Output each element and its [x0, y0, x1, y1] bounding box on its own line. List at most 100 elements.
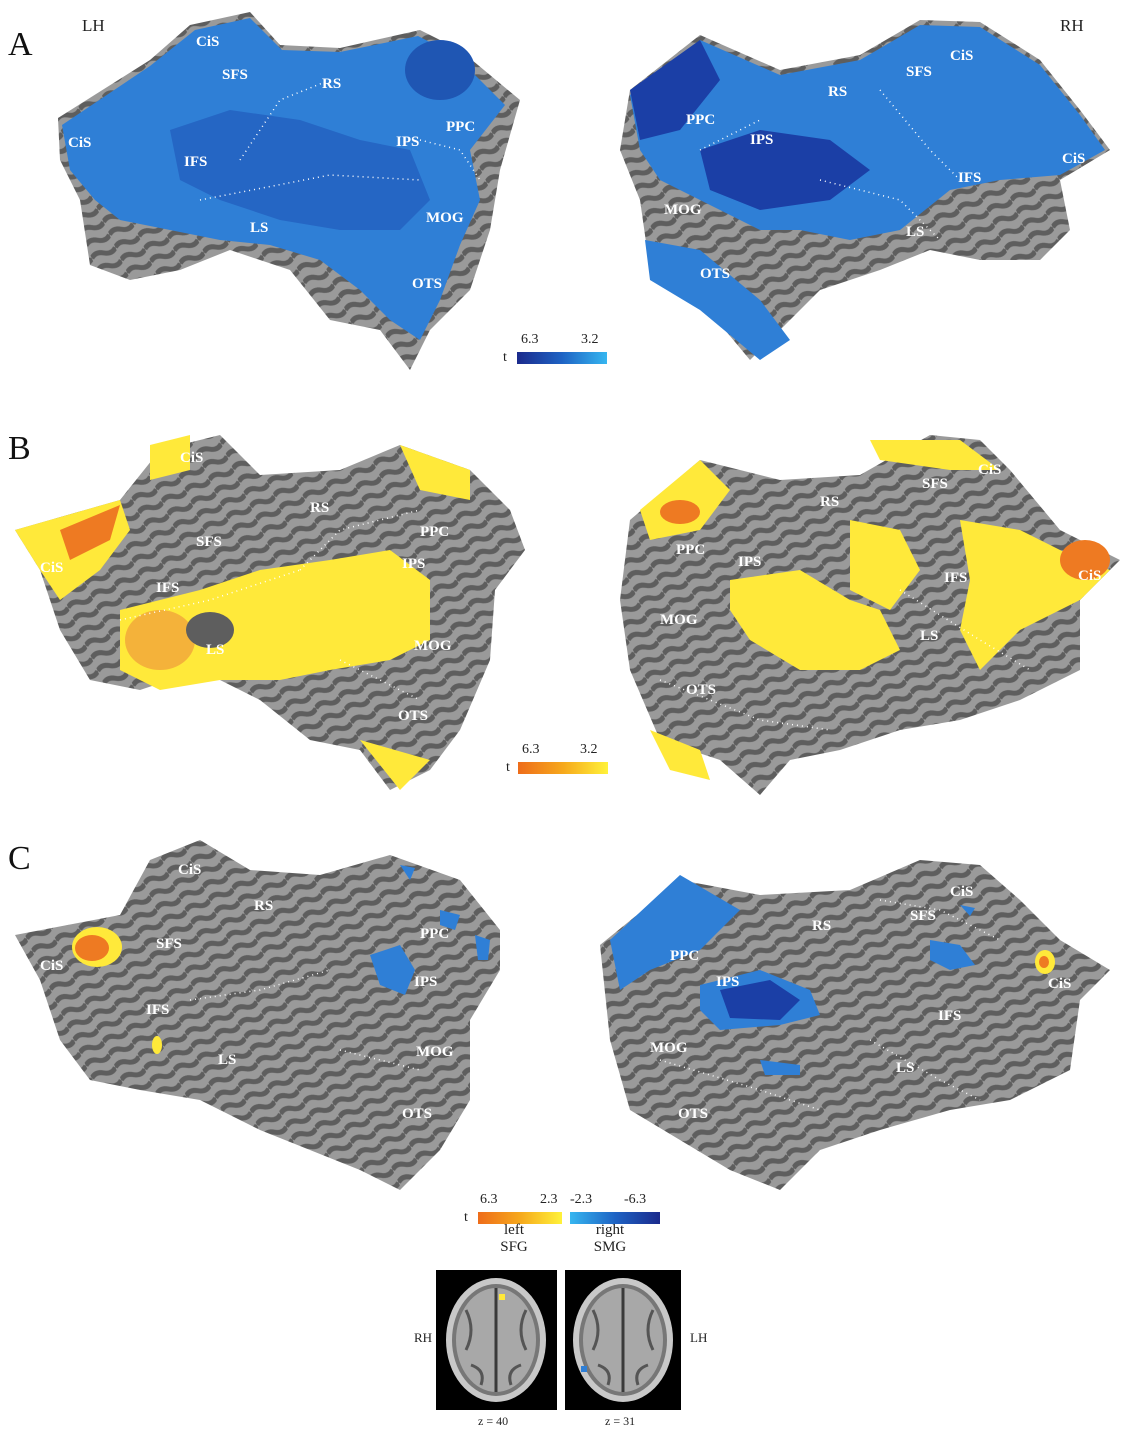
right-flatmap — [620, 20, 1110, 360]
brain-slice-image — [573, 1278, 673, 1402]
axial-slice-left — [436, 1270, 557, 1410]
sulcus-lines — [119, 509, 1031, 731]
panel-label: B — [8, 430, 31, 467]
axial-slice-right — [565, 1270, 681, 1410]
sulcus-label: RS — [812, 918, 831, 934]
colorbar-t-label: t — [503, 350, 507, 365]
sulcus-label: MOG — [414, 638, 452, 654]
colorbar-gradient — [518, 762, 608, 774]
panel-a: A LH RH — [0, 0, 1128, 400]
sulcus-label: CiS — [68, 135, 91, 151]
sulcus-label: IPS — [716, 974, 739, 990]
sulcus-label: LS — [920, 628, 938, 644]
axial-side-label-left: RH — [414, 1330, 433, 1345]
roi-region: SFG — [500, 1239, 528, 1255]
slice-z-label: z = 40 — [478, 1414, 509, 1428]
left-hemisphere-label: LH — [82, 16, 105, 35]
colorbar-min: 3.2 — [580, 742, 598, 757]
sulcus-label: PPC — [676, 542, 705, 558]
roi-caption-left: left SFG — [474, 1222, 554, 1256]
colorbar-gradient — [478, 1212, 562, 1224]
sulcus-label: MOG — [660, 612, 698, 628]
sulcus-label: PPC — [446, 119, 475, 135]
left-flatmap — [15, 435, 525, 790]
axial-side-label-right: LH — [690, 1330, 708, 1345]
sulcus-label: RS — [820, 494, 839, 510]
colorbar-t-label: t — [506, 760, 510, 775]
sulcus-label: MOG — [650, 1040, 688, 1056]
left-flatmap — [58, 12, 520, 370]
sulcus-label: RS — [310, 500, 329, 516]
panel-label: C — [8, 840, 31, 877]
sulcus-label: LS — [206, 642, 224, 658]
sulcus-label: CiS — [978, 462, 1001, 478]
sulcus-label: LS — [906, 224, 924, 240]
flatmap-figure: CiS RS SFS PPC CiS IPS IFS LS MOG OTS Ci… — [15, 435, 1120, 795]
sulcus-label: RS — [254, 898, 273, 914]
right-flatmap — [620, 435, 1120, 795]
colorbar-min: 2.3 — [540, 1192, 558, 1207]
sulcus-label: SFS — [156, 936, 182, 952]
sulcus-label: CiS — [180, 450, 203, 466]
right-hemisphere-label: RH — [1060, 16, 1084, 35]
sulcus-label: SFS — [222, 67, 248, 83]
sulcus-label: IPS — [414, 974, 437, 990]
brain-slice-image — [446, 1278, 546, 1402]
panel-label: A — [8, 26, 33, 63]
sulcus-label: RS — [322, 76, 341, 92]
sulcus-label: LS — [218, 1052, 236, 1068]
sulcus-label: OTS — [686, 682, 716, 698]
sulcus-label: IPS — [738, 554, 761, 570]
sulcus-label: PPC — [686, 112, 715, 128]
sulcus-label: IFS — [184, 154, 207, 170]
sulcus-label: PPC — [670, 948, 699, 964]
roi-caption-right: right SMG — [570, 1222, 650, 1256]
flatmap-figure: CiS SFS RS CiS IFS IPS PPC LS MOG OTS Ci… — [58, 12, 1110, 370]
sulcus-label: IPS — [402, 556, 425, 572]
roi-hemisphere: left — [504, 1222, 524, 1238]
sulcus-label: LS — [250, 220, 268, 236]
sulcus-label: CiS — [950, 884, 973, 900]
colorbar-max: -6.3 — [624, 1192, 647, 1207]
sulcus-label: OTS — [412, 276, 442, 292]
sulcus-label: RS — [828, 84, 847, 100]
sulcus-label: MOG — [426, 210, 464, 226]
colorbar-positive: 6.3 2.3 t — [464, 1192, 564, 1232]
sulcus-label: IFS — [944, 570, 967, 586]
sulcus-label: CiS — [1078, 568, 1101, 584]
sulcus-label: OTS — [700, 266, 730, 282]
sulcus-label: CiS — [196, 34, 219, 50]
colorbar-gradient — [570, 1212, 660, 1224]
sulcus-label: IPS — [750, 132, 773, 148]
colorbar-t-label: t — [464, 1210, 468, 1225]
right-flatmap — [600, 860, 1110, 1190]
sulcus-label: CiS — [1062, 151, 1085, 167]
colorbar: 6.3 3.2 t — [506, 742, 611, 782]
sulcus-label: SFS — [196, 534, 222, 550]
sulcus-label: OTS — [402, 1106, 432, 1122]
sulcus-label: IFS — [938, 1008, 961, 1024]
sulcus-label: MOG — [664, 202, 702, 218]
sulcus-label: CiS — [40, 560, 63, 576]
sulcus-label: CiS — [950, 48, 973, 64]
sulcus-label: IFS — [146, 1002, 169, 1018]
sulcus-label: CiS — [1048, 976, 1071, 992]
sulcus-label: IPS — [396, 134, 419, 150]
sulcus-lines — [189, 899, 1001, 1111]
colorbar-max: 6.3 — [522, 742, 540, 757]
sulcus-label: SFS — [906, 64, 932, 80]
sulcus-label: CiS — [178, 862, 201, 878]
sulcus-label: PPC — [420, 524, 449, 540]
sulcus-label: PPC — [420, 926, 449, 942]
sulcus-label: IFS — [958, 170, 981, 186]
sulcus-label: MOG — [416, 1044, 454, 1060]
sulcus-label: SFS — [922, 476, 948, 492]
roi-region: SMG — [593, 1239, 627, 1255]
sulcus-label: OTS — [678, 1106, 708, 1122]
sulcus-label: IFS — [156, 580, 179, 596]
sulcus-label: OTS — [398, 708, 428, 724]
colorbar-negative: -2.3 -6.3 — [570, 1192, 670, 1232]
sulcus-label: CiS — [40, 958, 63, 974]
colorbar-max: 6.3 — [480, 1192, 498, 1207]
roi-hemisphere: right — [595, 1222, 625, 1238]
